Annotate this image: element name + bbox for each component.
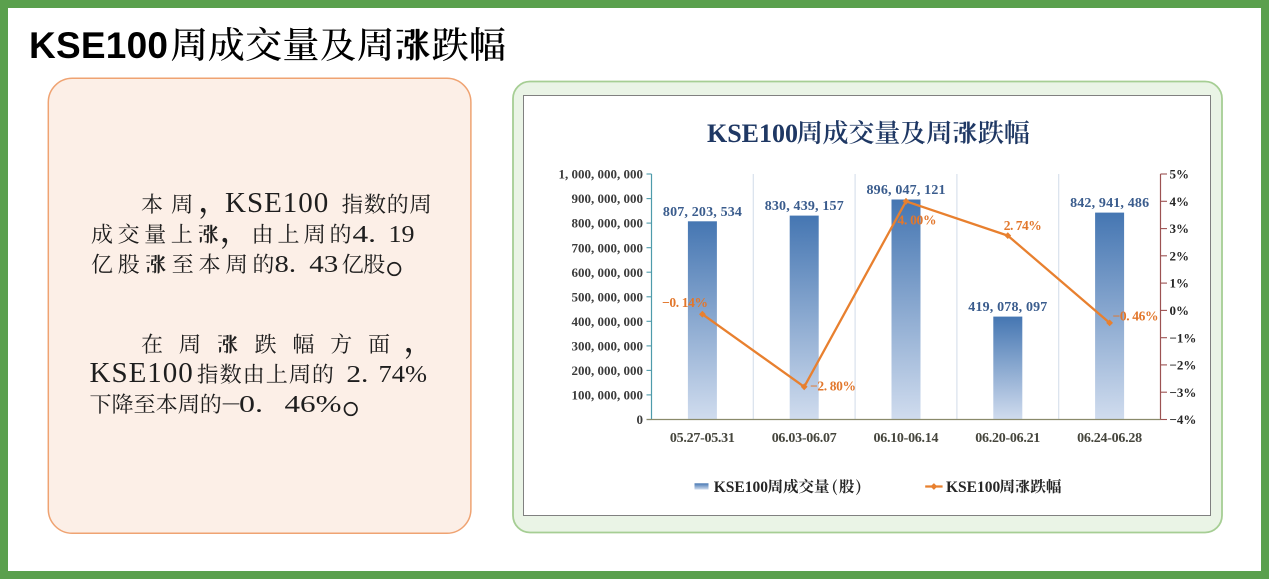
svg-text:05.27-05.31: 05.27-05.31 <box>670 431 735 446</box>
svg-text:0%: 0% <box>1170 303 1190 318</box>
svg-text:900, 000, 000: 900, 000, 000 <box>572 191 644 206</box>
svg-text:400, 000, 000: 400, 000, 000 <box>572 314 644 329</box>
svg-text:KSE100: KSE100 <box>707 119 798 148</box>
svg-text:−0. 14%: −0. 14% <box>662 295 708 310</box>
svg-text:−0. 46%: −0. 46% <box>1113 308 1159 323</box>
svg-text:0.: 0. <box>239 392 263 418</box>
svg-text:2. 74%: 2. 74% <box>1004 218 1042 233</box>
svg-text:419, 078, 097: 419, 078, 097 <box>968 300 1047 315</box>
svg-text:300, 000, 000: 300, 000, 000 <box>572 338 644 353</box>
svg-text:807, 203, 534: 807, 203, 534 <box>663 205 742 220</box>
svg-text:KSE100: KSE100 <box>29 25 168 66</box>
svg-text:8.: 8. <box>275 252 297 278</box>
svg-text:600, 000, 000: 600, 000, 000 <box>572 265 644 280</box>
svg-text:2.: 2. <box>346 362 368 388</box>
svg-text:KSE100: KSE100 <box>946 479 1001 496</box>
svg-text:842, 941, 486: 842, 941, 486 <box>1070 196 1149 211</box>
svg-text:800, 000, 000: 800, 000, 000 <box>572 216 644 231</box>
svg-text:1%: 1% <box>1170 276 1190 291</box>
svg-text:−1%: −1% <box>1170 330 1197 345</box>
svg-text:06.24-06.28: 06.24-06.28 <box>1077 431 1142 446</box>
svg-text:46%: 46% <box>285 392 342 418</box>
svg-text:−2. 80%: −2. 80% <box>810 378 856 393</box>
svg-text:0: 0 <box>637 412 644 427</box>
svg-text:06.20-06.21: 06.20-06.21 <box>975 431 1040 446</box>
svg-text:500, 000, 000: 500, 000, 000 <box>572 289 644 304</box>
svg-text:06.10-06.14: 06.10-06.14 <box>874 431 939 446</box>
svg-text:200, 000, 000: 200, 000, 000 <box>572 363 644 378</box>
svg-text:−4%: −4% <box>1170 412 1197 427</box>
svg-text:74%: 74% <box>379 362 428 388</box>
svg-text:3%: 3% <box>1170 221 1190 236</box>
svg-text:700, 000, 000: 700, 000, 000 <box>572 240 644 255</box>
svg-text:4. 00%: 4. 00% <box>898 213 937 228</box>
svg-text:830, 439, 157: 830, 439, 157 <box>765 199 844 214</box>
svg-text:19: 19 <box>389 222 415 248</box>
svg-text:5%: 5% <box>1170 167 1190 182</box>
svg-text:896, 047, 121: 896, 047, 121 <box>867 183 946 198</box>
svg-text:KSE100: KSE100 <box>90 357 194 389</box>
svg-text:06.03-06.07: 06.03-06.07 <box>772 431 837 446</box>
svg-text:KSE100: KSE100 <box>714 479 769 496</box>
svg-text:4%: 4% <box>1170 194 1190 209</box>
svg-text:KSE100: KSE100 <box>225 187 329 219</box>
svg-text:100, 000, 000: 100, 000, 000 <box>572 388 644 403</box>
svg-text:1, 000, 000, 000: 1, 000, 000, 000 <box>559 167 644 182</box>
svg-text:2%: 2% <box>1170 248 1190 263</box>
svg-text:−3%: −3% <box>1170 385 1197 400</box>
svg-text:−2%: −2% <box>1170 358 1197 373</box>
svg-text:4.: 4. <box>353 222 377 248</box>
svg-text:43: 43 <box>309 252 338 278</box>
